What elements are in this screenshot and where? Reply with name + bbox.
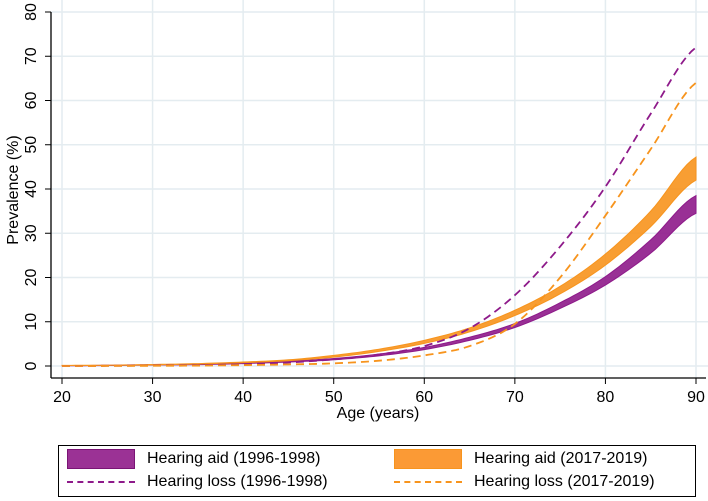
x-tick-label: 70 xyxy=(506,389,524,406)
line-hearing-loss-1996-1998- xyxy=(61,46,697,367)
legend-label: Hearing loss (2017-2019) xyxy=(474,473,655,490)
x-axis-label: Age (years) xyxy=(337,405,420,422)
x-tick-label: 90 xyxy=(687,389,705,406)
legend-item-aid-1996: Hearing aid (1996-1998) xyxy=(67,449,320,469)
chart-plot: 20 30 40 50 60 70 80 90 0 10 20 30 40 50 60 70 80 Age (y… xyxy=(5,0,708,422)
legend-label: Hearing loss (1996-1998) xyxy=(147,473,328,490)
legend-item-aid-2017: Hearing aid (2017-2019) xyxy=(394,449,647,469)
x-tick-label: 80 xyxy=(597,389,615,406)
x-tick-label: 20 xyxy=(53,389,71,406)
y-axis-label: Prevalence (%) xyxy=(5,135,22,244)
y-tick-label: 60 xyxy=(23,92,40,110)
x-tick-label: 40 xyxy=(234,389,252,406)
y-tick-label: 70 xyxy=(23,47,40,65)
y-tick-label: 80 xyxy=(23,3,40,21)
y-tick-label: 50 xyxy=(23,136,40,154)
y-tick-label: 30 xyxy=(23,224,40,242)
legend-item-loss-2017: Hearing loss (2017-2019) xyxy=(394,473,655,491)
y-tick-label: 40 xyxy=(23,180,40,198)
y-tick-label: 0 xyxy=(23,361,40,370)
y-tick-label: 10 xyxy=(23,313,40,331)
x-tick-label: 30 xyxy=(144,389,162,406)
x-tick-label: 60 xyxy=(415,389,433,406)
legend-label: Hearing aid (1996-1998) xyxy=(147,450,321,467)
line-hearing-loss-2017-2019- xyxy=(61,82,697,367)
band-hearing-aid-1996-1998- xyxy=(61,194,697,367)
legend-swatch xyxy=(394,449,462,469)
legend: Hearing aid (1996-1998) Hearing aid (201… xyxy=(58,445,696,497)
x-tick-label: 50 xyxy=(325,389,343,406)
legend-label: Hearing aid (2017-2019) xyxy=(474,450,648,467)
legend-dash xyxy=(67,481,135,483)
legend-item-loss-1996: Hearing loss (1996-1998) xyxy=(67,473,328,491)
y-tick-label: 20 xyxy=(23,269,40,287)
legend-dash xyxy=(394,481,462,483)
band-hearing-aid-2017-2019- xyxy=(61,156,697,367)
legend-swatch xyxy=(67,449,135,469)
